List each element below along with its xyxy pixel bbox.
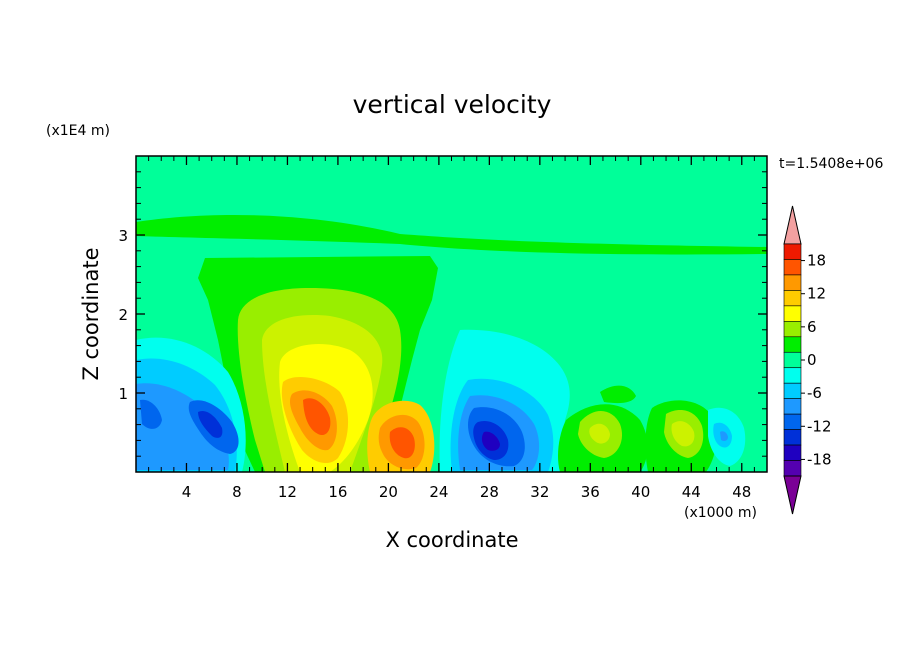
- time-label: t=1.5408e+06: [779, 156, 883, 172]
- x-tick-label: 44: [682, 483, 701, 501]
- x-tick-label: 12: [278, 483, 297, 501]
- colorbar-tick-label: -18: [807, 450, 832, 468]
- x-axis-title: X coordinate: [385, 528, 518, 552]
- colorbar-lower-extend: [783, 475, 802, 515]
- y-axis: 1 2 3: [118, 171, 767, 457]
- colorbar-box: [783, 398, 802, 415]
- colorbar: 18 12 6 0 -6 -12 -18: [783, 205, 832, 515]
- x-tick-label: 32: [530, 483, 549, 501]
- colorbar-box: [783, 290, 802, 307]
- x-tick-label: 8: [232, 483, 242, 501]
- x-unit-label: (x1000 m): [684, 505, 757, 521]
- colorbar-tick-label: 6: [807, 318, 817, 336]
- x-tick-label: 48: [732, 483, 751, 501]
- x-tick-label: 20: [379, 483, 398, 501]
- colorbar-box: [783, 336, 802, 353]
- y-tick-label: 1: [118, 385, 128, 403]
- x-tick-label: 4: [182, 483, 192, 501]
- colorbar-box: [783, 382, 802, 399]
- colorbar-tick-label: -12: [807, 417, 832, 435]
- x-tick-label: 24: [429, 483, 448, 501]
- colorbar-tick-label: 12: [807, 285, 826, 303]
- plot-area: [136, 156, 767, 472]
- colorbar-box: [783, 429, 802, 446]
- colorbar-box: [783, 367, 802, 384]
- colorbar-box: [783, 444, 802, 461]
- colorbar-box: [783, 351, 802, 369]
- colorbar-box: [783, 460, 802, 477]
- x-axis: 4 8 12 16 20 24 28 32 36 40 44 48: [148, 156, 755, 501]
- x-tick-label: 28: [480, 483, 499, 501]
- y-tick-label: 3: [118, 227, 128, 245]
- colorbar-box: [783, 413, 802, 430]
- x-tick-label: 16: [328, 483, 347, 501]
- colorbar-box: [783, 259, 802, 276]
- colorbar-upper-extend: [783, 205, 802, 245]
- colorbar-tick-label: -6: [807, 384, 822, 402]
- chart-title: vertical velocity: [353, 90, 552, 119]
- colorbar-box: [783, 321, 802, 338]
- contour-fill: [136, 214, 767, 472]
- x-tick-label: 36: [581, 483, 600, 501]
- y-axis-title: Z coordinate: [79, 247, 103, 380]
- colorbar-tick-label: 18: [807, 252, 826, 270]
- y-unit-label: (x1E4 m): [46, 123, 110, 139]
- colorbar-tick-label: 0: [807, 351, 817, 369]
- colorbar-box: [783, 274, 802, 291]
- y-tick-label: 2: [118, 306, 128, 324]
- colorbar-box: [783, 243, 802, 260]
- x-tick-label: 40: [631, 483, 650, 501]
- colorbar-box: [783, 305, 802, 322]
